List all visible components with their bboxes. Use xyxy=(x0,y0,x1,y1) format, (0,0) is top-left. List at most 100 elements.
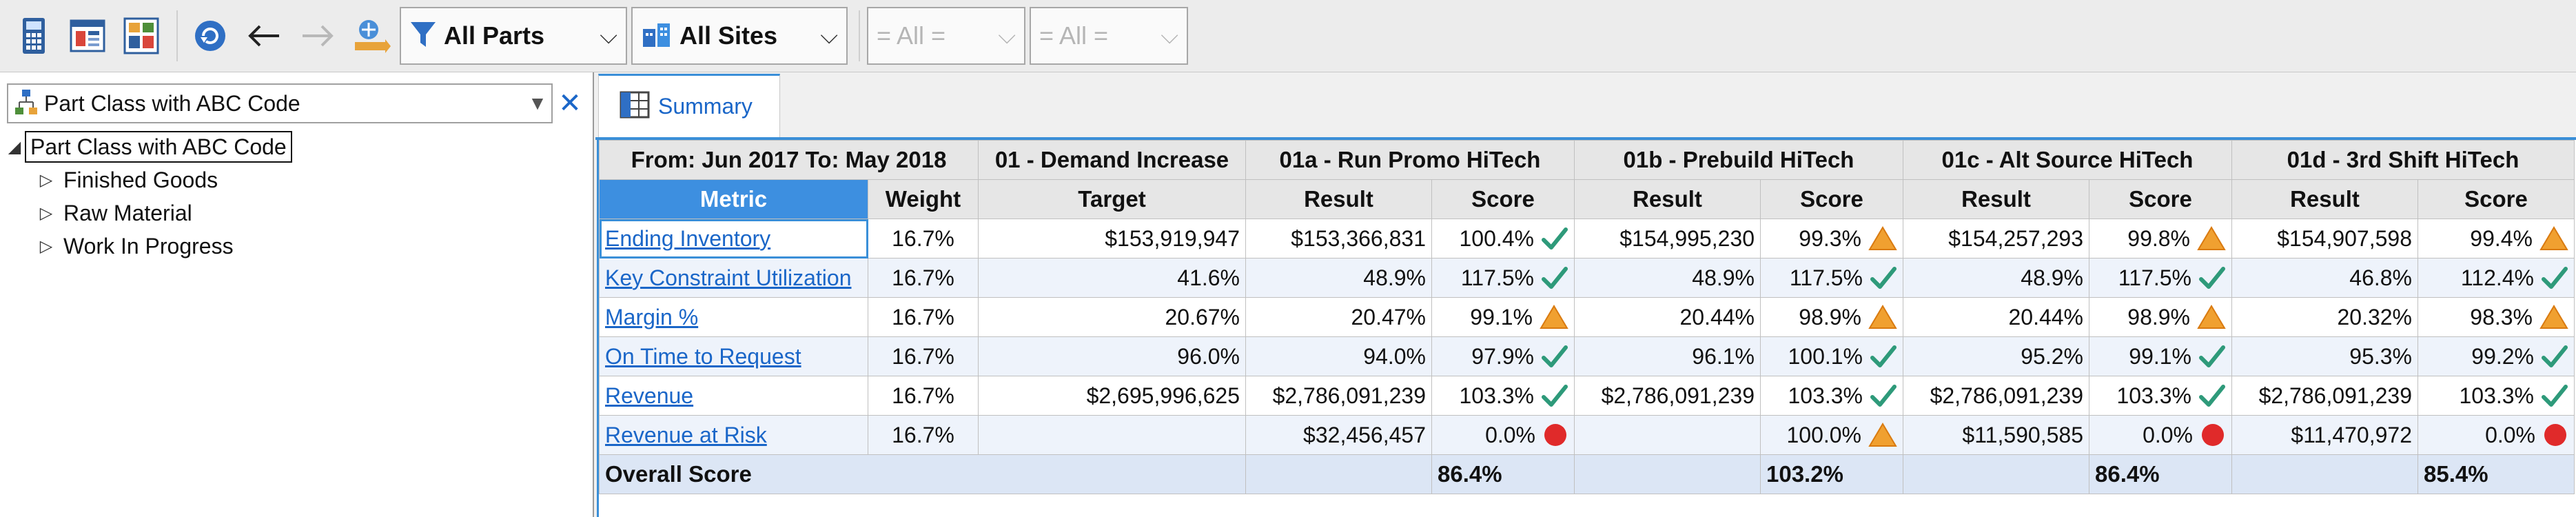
overall-score-row: Overall Score 86.4% 103.2% 86.4% 85.4% xyxy=(599,454,2575,494)
tree-item-raw-material[interactable]: ▷ Raw Material xyxy=(0,196,593,230)
metric-cell: Revenue xyxy=(599,376,868,416)
chevron-down-icon: ⌵ xyxy=(1161,22,1178,49)
close-icon[interactable]: ✕ xyxy=(558,88,582,119)
score-value: 117.5% xyxy=(1789,265,1863,290)
toolbar: All Parts ⌵ All Sites ⌵ = All = ⌵ = All … xyxy=(0,0,2576,72)
metric-link[interactable]: Key Constraint Utilization xyxy=(605,265,852,290)
expand-arrow-icon[interactable]: ▷ xyxy=(39,236,53,256)
check-icon xyxy=(2198,383,2226,408)
score-cell: 112.4% xyxy=(2417,258,2575,298)
summary-grid-container: From: Jun 2017 To: May 2018 01 - Demand … xyxy=(597,140,2576,517)
score-cell: 0.0% xyxy=(2417,415,2575,455)
score-column-header[interactable]: Score xyxy=(1760,179,1903,219)
score-cell: 98.3% xyxy=(2417,297,2575,337)
error-icon xyxy=(2200,422,2226,448)
score-cell: 117.5% xyxy=(1431,258,1575,298)
result-column-header[interactable]: Result xyxy=(1574,179,1761,219)
result-column-header[interactable]: Result xyxy=(2231,179,2418,219)
result-column-header[interactable]: Result xyxy=(1903,179,2089,219)
result-cell: $2,786,091,239 xyxy=(1574,376,1761,416)
target-cell: 41.6% xyxy=(978,258,1246,298)
score-value: 97.9% xyxy=(1471,343,1534,369)
dashboard-icon[interactable] xyxy=(116,8,167,63)
forward-arrow-icon[interactable] xyxy=(292,8,343,63)
check-icon xyxy=(2198,265,2226,290)
result-cell: 95.2% xyxy=(1903,336,2089,376)
score-cell: 0.0% xyxy=(1431,415,1575,455)
tree-item-label: Finished Goods xyxy=(63,167,218,192)
score-column-header[interactable]: Score xyxy=(2089,179,2232,219)
calculator-icon[interactable] xyxy=(8,8,59,63)
back-arrow-icon[interactable] xyxy=(238,8,289,63)
sites-filter-dropdown[interactable]: All Sites ⌵ xyxy=(631,7,848,65)
target-cell xyxy=(978,415,1246,455)
metric-cell: Margin % xyxy=(599,297,868,337)
tab-summary[interactable]: Summary xyxy=(598,74,780,137)
tree-item-finished-goods[interactable]: ▷ Finished Goods xyxy=(0,163,593,196)
tree-root[interactable]: ◢ Part Class with ABC Code xyxy=(0,130,593,163)
tree-item-label: Work In Progress xyxy=(63,233,234,258)
score-cell: 99.8% xyxy=(2089,219,2232,258)
parts-filter-dropdown[interactable]: All Parts ⌵ xyxy=(400,7,627,65)
check-icon xyxy=(2198,344,2226,369)
hierarchy-selector[interactable]: Part Class with ABC Code ▼ xyxy=(7,83,553,123)
weight-cell: 16.7% xyxy=(868,376,979,416)
result-cell: 20.32% xyxy=(2231,297,2418,337)
expand-arrow-icon[interactable]: ▷ xyxy=(39,203,53,223)
score-column-header[interactable]: Score xyxy=(1431,179,1575,219)
result-cell: 95.3% xyxy=(2231,336,2418,376)
collapse-arrow-icon[interactable]: ◢ xyxy=(8,137,21,156)
tab-summary-label: Summary xyxy=(658,94,753,119)
filter-combo-1[interactable]: = All = ⌵ xyxy=(867,7,1025,65)
refresh-icon[interactable] xyxy=(185,8,236,63)
score-value: 0.0% xyxy=(2143,422,2193,447)
result-cell: $2,786,091,239 xyxy=(2231,376,2418,416)
tree-item-work-in-progress[interactable]: ▷ Work In Progress xyxy=(0,230,593,263)
warning-icon xyxy=(2539,304,2568,330)
check-icon xyxy=(1541,265,1568,290)
report-icon[interactable] xyxy=(62,8,113,63)
filter-combo-1-label: = All = xyxy=(877,21,946,50)
score-value: 0.0% xyxy=(1485,422,1535,447)
metric-link[interactable]: Revenue at Risk xyxy=(605,422,767,447)
tree-root-label: Part Class with ABC Code xyxy=(25,131,292,163)
score-value: 99.8% xyxy=(2127,225,2190,251)
score-value: 99.2% xyxy=(2471,343,2534,369)
filter-combo-2[interactable]: = All = ⌵ xyxy=(1030,7,1188,65)
target-cell: $153,919,947 xyxy=(978,219,1246,258)
sites-filter-label: All Sites xyxy=(679,21,778,50)
expand-arrow-icon[interactable]: ▷ xyxy=(39,170,53,190)
score-cell: 99.3% xyxy=(1760,219,1903,258)
metric-link[interactable]: Margin % xyxy=(605,304,699,330)
scenario-header: 01b - Prebuild HiTech xyxy=(1574,140,1903,180)
result-cell: 46.8% xyxy=(2231,258,2418,298)
result-column-header[interactable]: Result xyxy=(1245,179,1432,219)
table-row: Key Constraint Utilization 16.7% 41.6% 48.9… xyxy=(599,258,2575,298)
check-icon xyxy=(2541,344,2568,369)
score-value: 100.4% xyxy=(1459,225,1534,251)
scenario-header: 01a - Run Promo HiTech xyxy=(1245,140,1575,180)
warning-icon xyxy=(2197,225,2226,252)
scenario-compare-icon[interactable] xyxy=(346,8,397,63)
weight-cell: 16.7% xyxy=(868,336,979,376)
metric-link[interactable]: On Time to Request xyxy=(605,343,801,369)
overall-score-label: Overall Score xyxy=(599,454,1246,494)
metric-column-header[interactable]: Metric xyxy=(599,179,868,219)
check-icon xyxy=(1870,265,1897,290)
result-cell xyxy=(1574,415,1761,455)
score-value: 98.9% xyxy=(2127,304,2190,330)
target-column-header[interactable]: Target xyxy=(978,179,1246,219)
metric-cell: Ending Inventory xyxy=(599,219,868,258)
result-cell: 94.0% xyxy=(1245,336,1432,376)
result-cell: $32,456,457 xyxy=(1245,415,1432,455)
check-icon xyxy=(1541,383,1568,408)
score-column-header[interactable]: Score xyxy=(2417,179,2575,219)
grid-body: Ending Inventory 16.7% $153,919,947 $153,36… xyxy=(599,219,2575,494)
metric-link[interactable]: Revenue xyxy=(605,383,694,408)
result-cell: $11,470,972 xyxy=(2231,415,2418,455)
score-cell: 99.1% xyxy=(2089,336,2232,376)
weight-column-header[interactable]: Weight xyxy=(868,179,979,219)
score-cell: 100.1% xyxy=(1760,336,1903,376)
metric-link[interactable]: Ending Inventory xyxy=(605,225,771,251)
metric-cell: On Time to Request xyxy=(599,336,868,376)
